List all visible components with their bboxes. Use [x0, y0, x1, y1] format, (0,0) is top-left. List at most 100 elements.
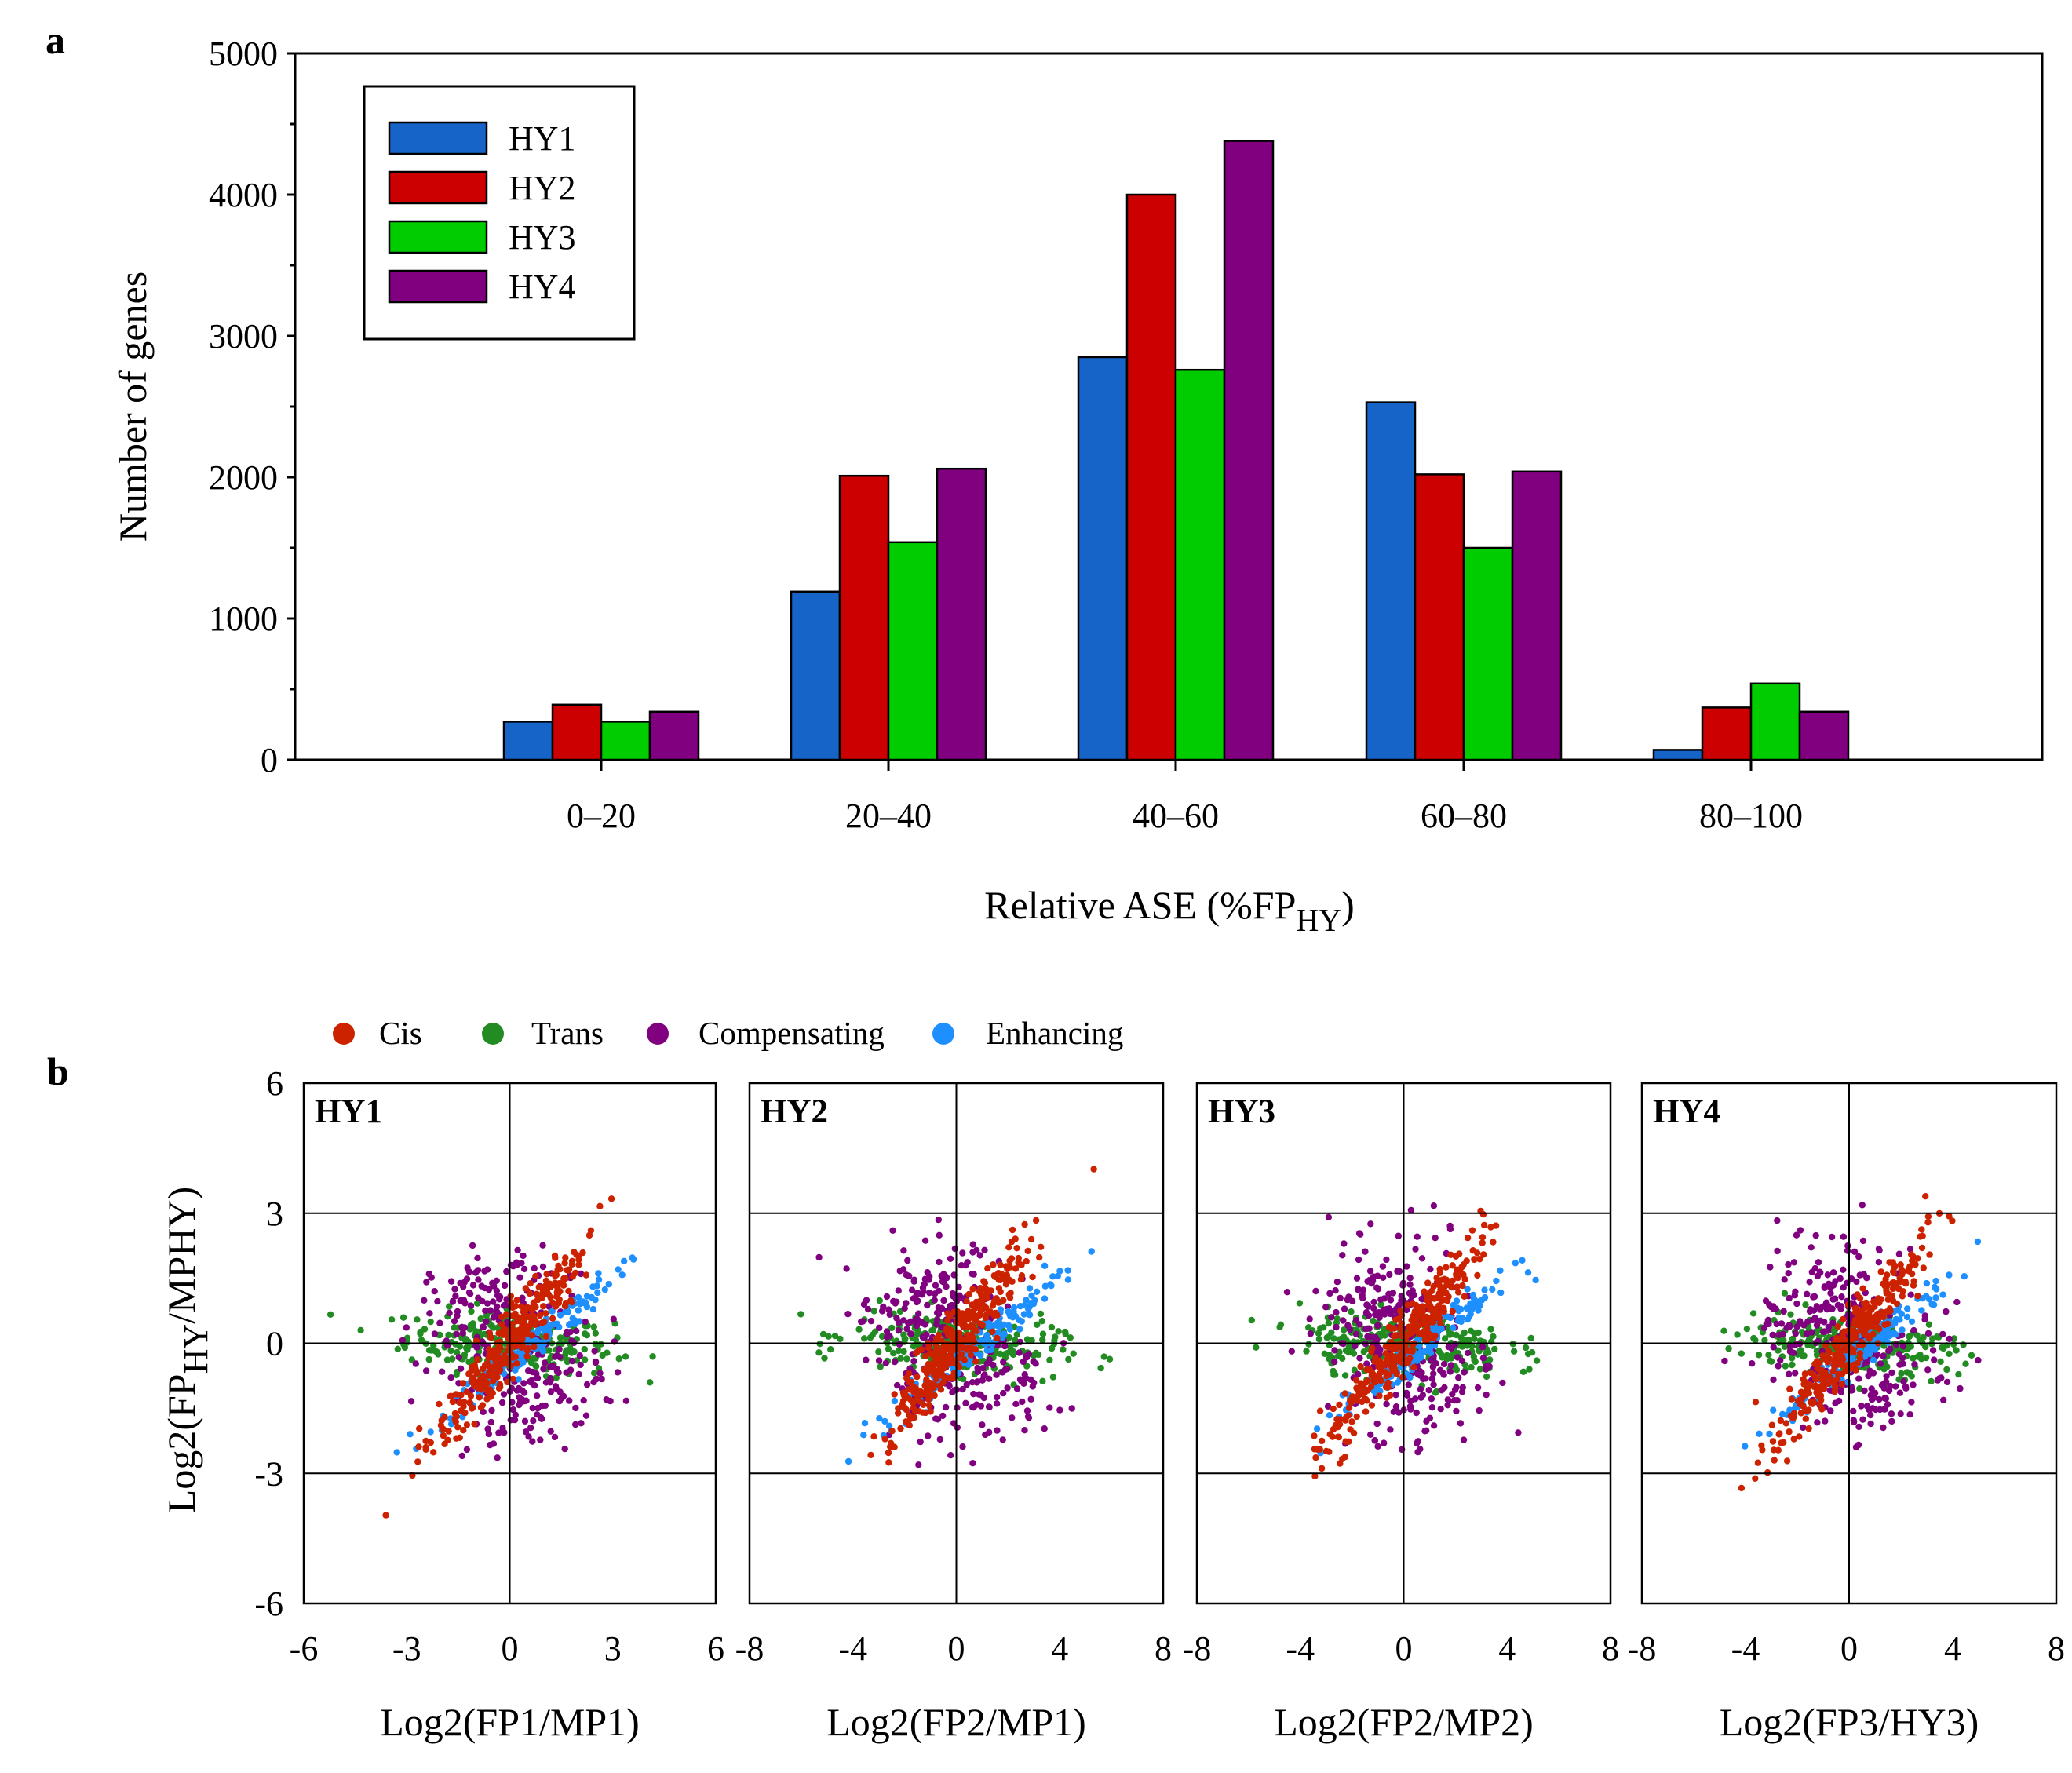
scatter-point-compensating [469, 1242, 476, 1249]
scatter-legend-dot [932, 1023, 954, 1045]
bar-hy4-3 [1511, 470, 1563, 761]
scatter-point-compensating [540, 1366, 547, 1373]
scatter-point-trans [1898, 1370, 1905, 1377]
scatter-point-cis [925, 1344, 932, 1352]
scatter-point-cis [945, 1332, 952, 1339]
scatter-point-cis [961, 1314, 969, 1321]
scatter-point-compensating [1364, 1278, 1371, 1285]
scatter-point-compensating [541, 1359, 549, 1366]
scatter-point-cis [531, 1344, 538, 1351]
scatter-point-compensating [1797, 1227, 1804, 1234]
scatter-point-cis [1754, 1459, 1762, 1466]
scatter-point-compensating [1461, 1369, 1468, 1376]
scatter-point-compensating [999, 1436, 1006, 1443]
scatter-point-compensating [457, 1365, 465, 1373]
scatter-point-cis [1357, 1363, 1364, 1370]
scatter-x-tick-label: -8 [735, 1629, 764, 1668]
scatter-point-cis [964, 1344, 971, 1352]
scatter-point-compensating [481, 1268, 488, 1275]
scatter-point-compensating [1910, 1381, 1917, 1388]
scatter-point-compensating [1474, 1384, 1482, 1392]
scatter-point-enhancing [1918, 1307, 1925, 1314]
scatter-point-compensating [582, 1412, 590, 1419]
scatter-point-compensating [1943, 1378, 1951, 1386]
scatter-point-cis [530, 1314, 538, 1322]
scatter-point-compensating [959, 1385, 966, 1393]
scatter-point-cis [1413, 1327, 1420, 1335]
scatter-point-cis [1924, 1213, 1932, 1220]
scatter-point-cis [1480, 1251, 1487, 1258]
scatter-point-cis [550, 1270, 557, 1278]
scatter-point-enhancing [1394, 1379, 1401, 1386]
scatter-point-cis [1015, 1254, 1023, 1262]
scatter-point-cis [1854, 1291, 1861, 1298]
scatter-point-compensating [423, 1279, 430, 1286]
bar-x-tick-label: 80–100 [1699, 797, 1803, 835]
scatter-point-trans [1039, 1336, 1046, 1344]
scatter-point-cis [1371, 1358, 1379, 1365]
scatter-point-cis [486, 1346, 493, 1353]
scatter-point-compensating [1793, 1231, 1800, 1239]
scatter-point-cis [1334, 1424, 1341, 1431]
scatter-point-compensating [539, 1263, 547, 1271]
scatter-point-cis [891, 1391, 898, 1398]
scatter-point-cis [945, 1357, 953, 1364]
scatter-point-compensating [1811, 1264, 1818, 1272]
bar-y-tick-label: 1000 [209, 600, 278, 638]
scatter-point-compensating [521, 1398, 528, 1405]
scatter-point-compensating [1356, 1355, 1363, 1362]
bar-hy1-1 [790, 590, 841, 761]
scatter-point-compensating [993, 1394, 1001, 1401]
scatter-point-trans [1880, 1366, 1888, 1373]
scatter-point-trans [1939, 1344, 1946, 1352]
scatter-point-trans [1039, 1377, 1046, 1385]
scatter-point-compensating [1425, 1387, 1432, 1394]
scatter-point-cis [895, 1410, 902, 1417]
scatter-point-cis [562, 1254, 569, 1261]
scatter-point-cis [1917, 1233, 1924, 1240]
scatter-point-compensating [994, 1400, 1001, 1407]
scatter-point-trans [1962, 1360, 1969, 1367]
scatter-point-compensating [932, 1415, 939, 1422]
scatter-point-cis [1345, 1404, 1353, 1412]
scatter-point-trans [582, 1330, 589, 1337]
scatter-point-trans [483, 1312, 491, 1319]
scatter-point-trans [1761, 1337, 1768, 1344]
scatter-point-cis [1786, 1385, 1793, 1392]
scatter-point-enhancing [583, 1303, 591, 1311]
scatter-point-enhancing [1770, 1406, 1777, 1414]
scatter-point-cis [1807, 1369, 1815, 1377]
scatter-point-cis [1851, 1320, 1859, 1327]
scatter-point-compensating [1760, 1324, 1768, 1332]
scatter-point-cis [1345, 1412, 1352, 1419]
scatter-point-enhancing [629, 1254, 636, 1261]
scatter-point-compensating [1906, 1246, 1914, 1253]
scatter-point-compensating [1877, 1360, 1884, 1367]
scatter-x-tick-label: 4 [1498, 1629, 1516, 1668]
scatter-point-compensating [1373, 1310, 1380, 1317]
scatter-point-compensating [1004, 1384, 1011, 1392]
bar-y-tick-label: 3000 [209, 317, 278, 356]
scatter-point-compensating [1056, 1406, 1063, 1414]
scatter-point-compensating [558, 1394, 566, 1402]
scatter-point-cis [1036, 1253, 1043, 1261]
scatter-point-cis [1924, 1219, 1932, 1226]
scatter-point-cis [512, 1353, 520, 1361]
scatter-point-enhancing [567, 1320, 574, 1328]
scatter-point-compensating [500, 1391, 508, 1398]
scatter-point-compensating [1366, 1268, 1374, 1275]
scatter-point-trans [1007, 1344, 1014, 1351]
scatter-point-enhancing [1026, 1285, 1034, 1292]
scatter-point-trans [487, 1322, 494, 1329]
scatter-point-trans [468, 1308, 475, 1315]
scatter-point-cis [520, 1330, 527, 1338]
scatter-x-tick-label: -4 [1731, 1629, 1760, 1668]
scatter-point-cis [485, 1362, 492, 1369]
scatter-point-enhancing [1931, 1283, 1939, 1291]
scatter-point-trans [827, 1346, 834, 1353]
scatter-point-compensating [1390, 1408, 1398, 1415]
scatter-point-cis [568, 1260, 576, 1268]
scatter-point-compensating [974, 1378, 981, 1385]
scatter-point-trans [357, 1326, 364, 1334]
scatter-point-compensating [1853, 1278, 1860, 1286]
